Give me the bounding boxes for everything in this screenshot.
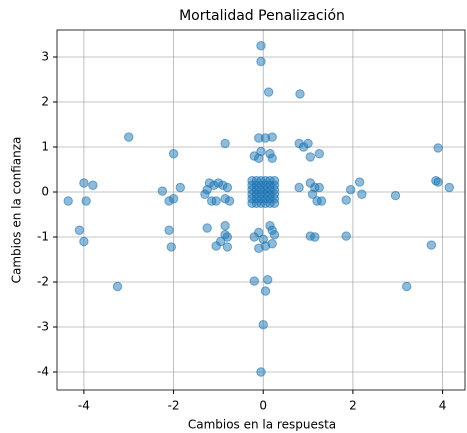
point [81, 196, 91, 206]
y-tick-label: 3 [41, 50, 49, 64]
point [74, 225, 85, 235]
point [79, 178, 89, 188]
point [256, 367, 266, 377]
point [305, 152, 316, 162]
point [254, 153, 264, 163]
point [88, 180, 98, 190]
y-tick-label: -1 [37, 230, 49, 244]
x-tick-label: 2 [349, 399, 357, 413]
point [444, 182, 455, 193]
point [260, 286, 271, 296]
point [260, 133, 271, 143]
x-tick-label: 0 [259, 399, 267, 413]
point [79, 236, 89, 247]
point [263, 275, 273, 285]
point [175, 182, 185, 193]
point [202, 223, 212, 233]
point [314, 182, 324, 193]
point [263, 87, 274, 97]
point [249, 276, 259, 286]
y-tick-label: 2 [41, 95, 49, 109]
point [124, 132, 134, 142]
point [426, 240, 437, 250]
y-axis-label: Cambios en la confianza [10, 137, 24, 284]
point [166, 242, 177, 252]
y-tick-label: 0 [41, 185, 49, 199]
point [224, 196, 235, 206]
point [303, 138, 313, 149]
point [402, 281, 412, 292]
point [258, 234, 268, 244]
point [258, 320, 268, 330]
point [269, 176, 280, 186]
point [254, 243, 264, 253]
x-tick-label: -2 [168, 399, 180, 413]
point [310, 232, 320, 242]
chart-title: Mortalidad Penalización [179, 8, 345, 24]
point [269, 230, 280, 240]
x-axis-label: Cambios en la respuesta [188, 418, 336, 432]
point [164, 225, 174, 235]
point [341, 195, 351, 205]
point [63, 196, 73, 206]
point [294, 182, 304, 193]
y-tick-label: 1 [41, 140, 49, 154]
y-tick-label: -2 [37, 275, 49, 289]
x-tick-label: -4 [78, 399, 90, 413]
point [222, 232, 233, 242]
point [390, 190, 401, 201]
point [433, 143, 443, 153]
point [164, 196, 174, 206]
x-tick-label: 4 [439, 399, 447, 413]
point [345, 185, 356, 195]
point [267, 153, 277, 163]
point [316, 196, 327, 206]
point [220, 138, 230, 149]
point [222, 242, 233, 252]
point [357, 189, 367, 199]
point [168, 149, 179, 159]
point [157, 186, 168, 196]
point [222, 182, 233, 193]
point [295, 89, 305, 99]
point [307, 189, 318, 199]
point [211, 196, 221, 206]
point [215, 236, 226, 247]
point [112, 281, 123, 292]
point [220, 221, 230, 231]
point [256, 41, 266, 51]
point [200, 189, 210, 199]
point [354, 177, 365, 187]
point [314, 149, 324, 159]
plot-frame [56, 29, 466, 391]
point [256, 56, 266, 67]
point [341, 231, 351, 241]
y-tick-label: -3 [37, 320, 49, 334]
y-tick-label: -4 [37, 365, 49, 379]
point [254, 227, 264, 238]
point [433, 177, 443, 187]
point [265, 221, 275, 231]
